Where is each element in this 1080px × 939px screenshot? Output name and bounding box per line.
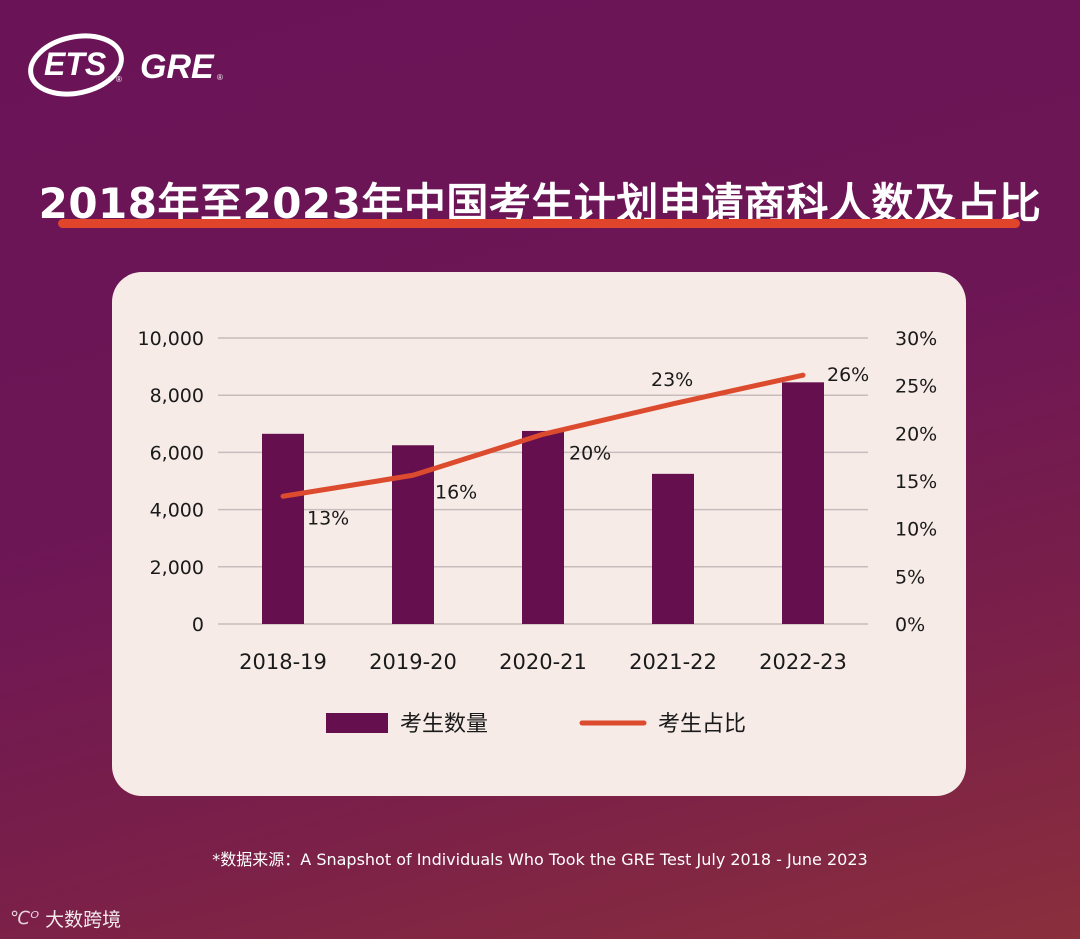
x-tick-label: 2019-20 (369, 650, 457, 674)
data-label: 16% (435, 481, 477, 503)
x-tick-label: 2018-19 (239, 650, 327, 674)
y-left-tick-label: 8,000 (150, 385, 204, 407)
data-label: 20% (569, 442, 611, 464)
series-line (280, 372, 806, 499)
bar (782, 382, 824, 624)
source-note: *数据来源：A Snapshot of Individuals Who Took… (212, 850, 868, 869)
ets-gre-logo: ETS ® GRE ® (28, 30, 228, 100)
legend-label: 考生数量 (400, 712, 488, 737)
y-left-tick-label: 6,000 (150, 442, 204, 464)
gre-reg-mark: ® (217, 73, 223, 82)
x-tick-label: 2022-23 (759, 650, 847, 674)
x-tick-label: 2021-22 (629, 650, 717, 674)
y-left-tick-label: 2,000 (150, 557, 204, 579)
bar (262, 433, 304, 624)
data-label: 13% (307, 507, 349, 529)
ets-reg-mark: ® (116, 75, 122, 84)
chart-svg: 0 2,000 4,000 6,000 8,000 10,000 0% 5% 10% 15% 20%… (138, 328, 938, 737)
gre-logo-text: GRE (140, 48, 215, 86)
watermark: ℃ᴼ 大数跨境 (10, 905, 121, 932)
legend-label: 考生占比 (658, 712, 746, 737)
y-right-tick-label: 30% (895, 328, 937, 350)
y-right-tick-label: 10% (895, 519, 937, 541)
ets-ellipse (28, 33, 124, 97)
y-right-tick-label: 25% (895, 376, 937, 398)
legend-swatch-bar (326, 713, 388, 733)
y-right-tick-label: 20% (895, 423, 937, 445)
y-left-tick-label: 0 (192, 614, 204, 636)
watermark-text: 大数跨境 (45, 909, 122, 931)
title-underline (58, 219, 1020, 228)
data-label: 23% (651, 369, 693, 391)
x-tick-label: 2020-21 (499, 650, 587, 674)
y-right-tick-label: 0% (895, 614, 925, 636)
y-left-tick-label: 10,000 (138, 328, 204, 350)
y-left-tick-label: 4,000 (150, 500, 204, 522)
y-right-tick-label: 15% (895, 471, 937, 493)
bar (652, 473, 694, 624)
ribbon-logo-icon: ℃ᴼ (10, 908, 40, 929)
bar (522, 430, 564, 624)
data-label: 26% (827, 364, 869, 386)
y-right-tick-label: 5% (895, 566, 925, 588)
chart-card: 0 2,000 4,000 6,000 8,000 10,000 0% 5% 10% 15% 20%… (112, 272, 966, 796)
ets-logo-text: ETS (44, 46, 107, 82)
